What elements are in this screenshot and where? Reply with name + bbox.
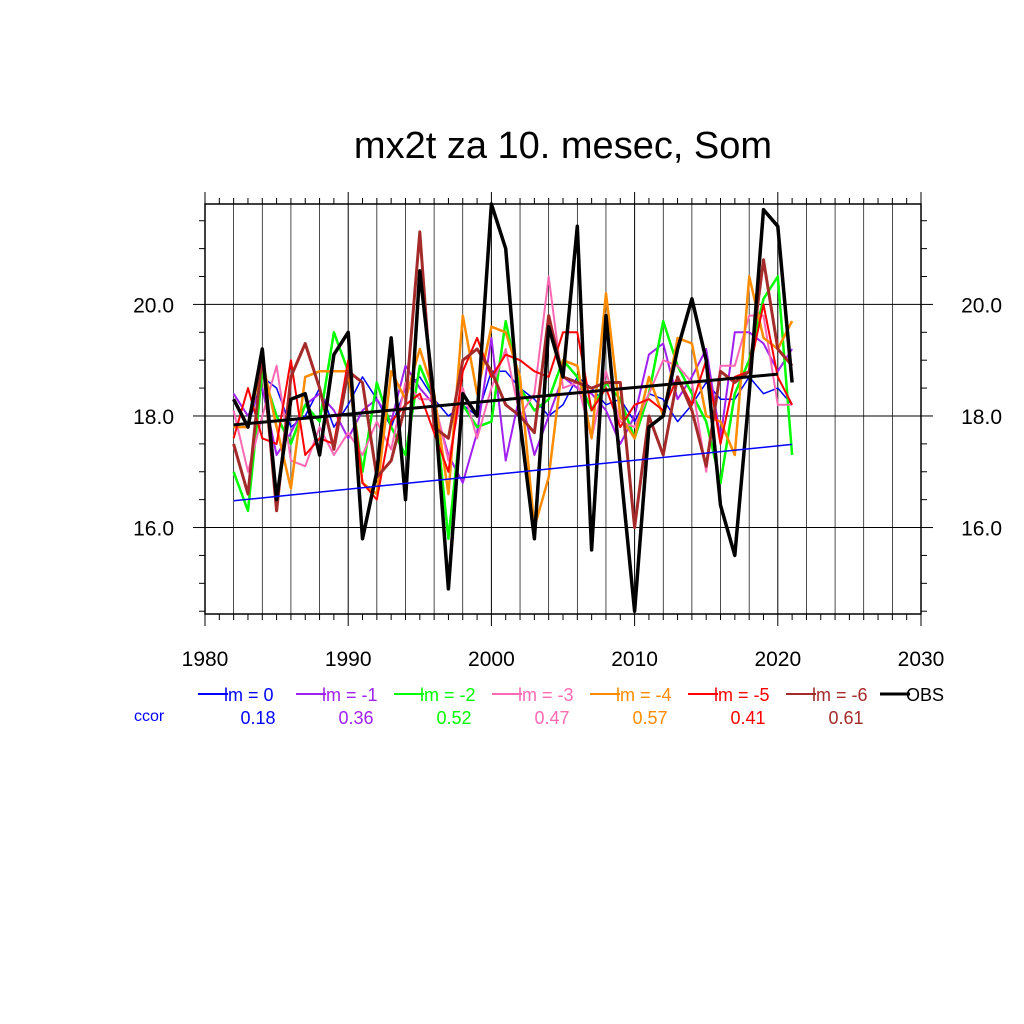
legend-label: lm = -1	[322, 685, 378, 705]
x-tick-label: 1990	[325, 648, 372, 671]
ccor-value: 0.52	[436, 708, 471, 728]
y-tick-label-left: 20.0	[133, 294, 174, 317]
legend-label: lm = 0	[224, 685, 274, 705]
ccor-value: 0.36	[338, 708, 373, 728]
y-tick-label-right: 16.0	[961, 518, 1002, 541]
x-tick-label: 1980	[182, 648, 229, 671]
x-tick-label: 2030	[898, 648, 945, 671]
ccor-label: ccor	[134, 708, 165, 725]
ccor-value: 0.47	[534, 708, 569, 728]
series-line	[232, 230, 794, 529]
legend: lm = 0 0.18 lm = -1 0.36 lm = -2 0.52 lm = -3 0…	[134, 685, 944, 728]
series-group	[232, 202, 794, 613]
legend-label: OBS	[906, 685, 944, 705]
y-tick-label-left: 18.0	[133, 406, 174, 429]
legend-label: lm = -5	[714, 685, 770, 705]
x-tick-label: 2020	[754, 648, 801, 671]
ccor-value: 0.57	[632, 708, 667, 728]
y-tick-label-left: 16.0	[133, 518, 174, 541]
legend-label: lm = -4	[616, 685, 672, 705]
chart-title: mx2t za 10. mesec, Som	[354, 125, 772, 167]
x-tick-label: 2010	[611, 648, 658, 671]
plot-frame	[204, 203, 922, 615]
y-tick-label-right: 20.0	[961, 294, 1002, 317]
ccor-value: 0.18	[240, 708, 275, 728]
ccor-value: 0.61	[828, 708, 863, 728]
x-tick-label: 2000	[468, 648, 515, 671]
y-tick-label-right: 18.0	[961, 406, 1002, 429]
legend-label: lm = -3	[518, 685, 574, 705]
grid	[205, 204, 921, 614]
ccor-value: 0.41	[730, 708, 765, 728]
trend-line	[233, 443, 793, 502]
legend-label: lm = -2	[420, 685, 476, 705]
legend-label: lm = -6	[812, 685, 868, 705]
trend-line	[233, 372, 778, 427]
series-line	[232, 202, 794, 613]
axes: 1980 1990 2000 2010 2020 2030 16.0 16.0 18.0 18.0…	[133, 192, 1002, 671]
